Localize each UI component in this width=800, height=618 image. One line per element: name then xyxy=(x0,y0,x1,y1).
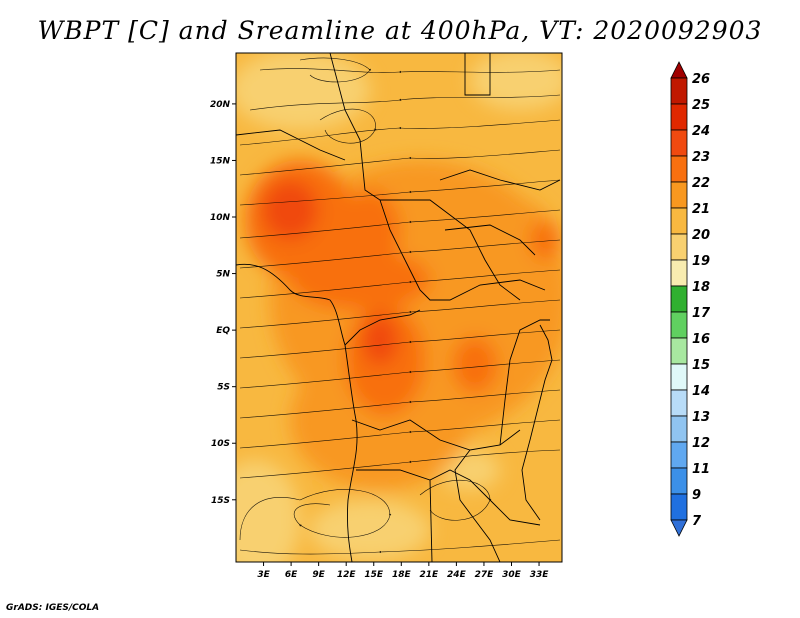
footer-credit: GrADS: IGES/COLA xyxy=(6,603,100,613)
colorbar-segment xyxy=(670,77,688,105)
y-axis: 20N 15N 10N 5N EQ 5S 10S 15S xyxy=(210,100,236,506)
chart-title: WBPT [C] and Sreamline at 400hPa, VT: 20… xyxy=(37,16,763,45)
y-tick-label: 10S xyxy=(211,439,230,449)
x-tick-label: 24E xyxy=(447,570,467,580)
field-shading xyxy=(236,53,562,562)
colorbar-segment xyxy=(670,285,688,313)
colorbar-segment xyxy=(670,363,688,391)
colorbar-label: 16 xyxy=(692,332,710,347)
colorbar-segment xyxy=(670,129,688,157)
colorbar-top-arrow xyxy=(670,61,688,79)
colorbar-segment xyxy=(670,207,688,235)
colorbar-segment xyxy=(670,311,688,339)
colorbar-label: 15 xyxy=(692,358,710,373)
colorbar-label: 24 xyxy=(692,124,710,139)
colorbar-segment xyxy=(670,441,688,469)
colorbar-label: 22 xyxy=(692,176,710,191)
colorbar-label: 14 xyxy=(692,384,710,399)
colorbar: 26 25 24 23 22 21 20 19 18 17 16 15 14 13 12 11 9 7 xyxy=(670,61,711,537)
x-tick-label: 6E xyxy=(285,570,298,580)
colorbar-segment xyxy=(670,155,688,183)
x-axis: 3E 6E 9E 12E 15E 18E 21E 24E 27E 30E 33E xyxy=(257,562,549,580)
map-frame xyxy=(235,52,563,563)
colorbar-label: 25 xyxy=(692,98,710,113)
colorbar-label: 13 xyxy=(692,410,710,425)
y-tick-label: 20N xyxy=(210,100,231,110)
streamlines xyxy=(239,57,561,555)
colorbar-label: 21 xyxy=(692,202,710,217)
x-tick-label: 18E xyxy=(392,570,412,580)
y-tick-label: 15S xyxy=(211,496,230,506)
x-tick-label: 3E xyxy=(257,570,270,580)
colorbar-segment xyxy=(670,233,688,261)
y-tick-label: 5S xyxy=(217,383,230,393)
colorbar-segment xyxy=(670,181,688,209)
x-tick-label: 27E xyxy=(475,570,495,580)
map-field xyxy=(236,53,562,562)
y-tick-label: EQ xyxy=(216,326,230,336)
colorbar-segment xyxy=(670,103,688,131)
colorbar-segment xyxy=(670,415,688,443)
colorbar-label: 17 xyxy=(692,306,711,321)
x-tick-label: 12E xyxy=(337,570,357,580)
colorbar-segment xyxy=(670,467,688,495)
colorbar-label: 12 xyxy=(692,436,710,451)
x-tick-label: 15E xyxy=(364,570,384,580)
colorbar-label: 9 xyxy=(692,488,701,503)
colorbar-segment xyxy=(670,259,688,287)
colorbar-segment xyxy=(670,389,688,417)
x-tick-label: 33E xyxy=(530,570,550,580)
colorbar-bottom-arrow xyxy=(670,519,688,537)
colorbar-label: 18 xyxy=(692,280,710,295)
x-tick-label: 9E xyxy=(312,570,325,580)
y-tick-label: 5N xyxy=(216,270,230,280)
colorbar-segment xyxy=(670,493,688,521)
colorbar-label: 19 xyxy=(692,254,710,269)
colorbar-label: 11 xyxy=(692,462,710,477)
colorbar-label: 7 xyxy=(692,514,702,529)
x-tick-label: 30E xyxy=(502,570,522,580)
colorbar-label: 23 xyxy=(692,150,710,165)
x-tick-label: 21E xyxy=(420,570,440,580)
colorbar-label: 20 xyxy=(692,228,710,243)
y-tick-label: 10N xyxy=(210,213,231,223)
colorbar-segment xyxy=(670,337,688,365)
y-tick-label: 15N xyxy=(210,156,231,166)
colorbar-label: 26 xyxy=(692,72,710,87)
